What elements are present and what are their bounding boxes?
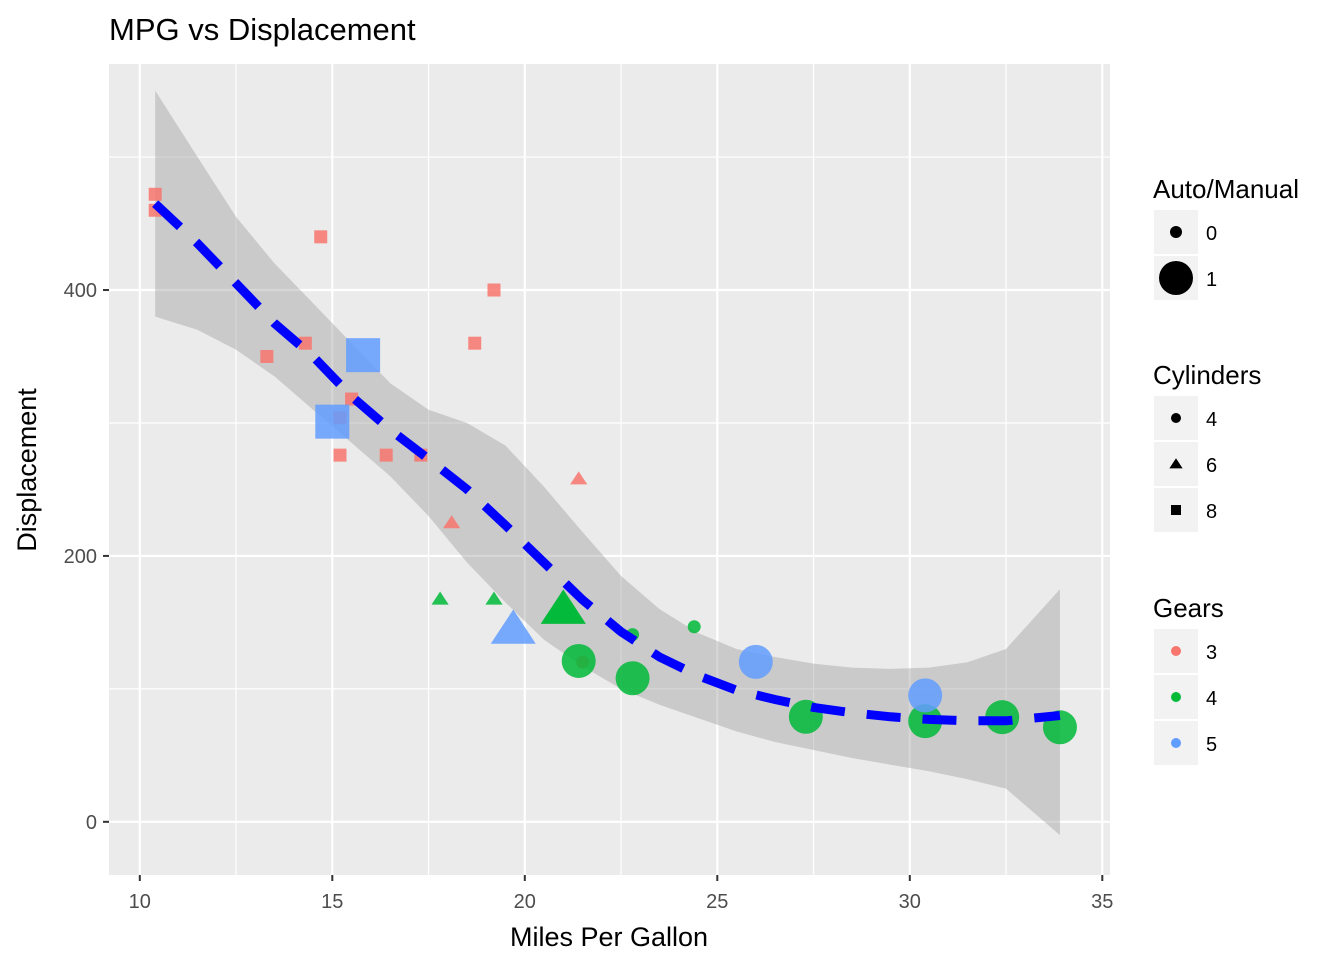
data-point (315, 404, 350, 439)
y-tick-label: 200 (64, 546, 97, 568)
data-point (570, 471, 588, 485)
data-point (738, 644, 773, 679)
data-point (314, 230, 328, 244)
data-point (443, 515, 461, 529)
legend-label: 3 (1206, 642, 1217, 664)
x-tick-label: 25 (706, 891, 728, 913)
legend-key-symbol (1170, 226, 1182, 238)
x-axis-title: Miles Per Gallon (510, 922, 708, 952)
plot-background (109, 64, 1110, 875)
legend-key-symbol (1159, 261, 1193, 295)
x-tick-label: 20 (514, 891, 536, 913)
legend-group: Gears 3 4 5 (1153, 593, 1224, 765)
y-axis-ticks: 0 200 400 (64, 280, 109, 834)
data-point (561, 643, 596, 678)
trend-line-path (152, 200, 1061, 726)
legend-label: 6 (1206, 455, 1217, 477)
legend-key-symbol (1169, 458, 1183, 469)
data-point (540, 589, 586, 624)
y-tick-label: 400 (64, 280, 97, 302)
legend-label: 4 (1206, 688, 1217, 710)
data-point (333, 448, 347, 462)
data-point (687, 620, 701, 634)
legend-panel: Auto/Manual 0 1 Cylinders 4 6 8 Gears 3 4 5 (1153, 174, 1299, 765)
data-point (148, 187, 162, 201)
plot-panel (109, 64, 1110, 875)
legend-label: 0 (1206, 223, 1217, 245)
data-point (298, 336, 312, 350)
legend-key-symbol (1171, 413, 1181, 423)
data-point (908, 678, 943, 713)
legend-group: Cylinders 4 6 8 (1153, 360, 1261, 532)
legend-key-symbol (1171, 646, 1181, 656)
confidence-band-area (155, 90, 1060, 836)
data-point (431, 591, 449, 605)
data-point (379, 448, 393, 462)
x-tick-label: 30 (899, 891, 921, 913)
legend-key-symbol (1171, 505, 1181, 515)
legend-label: 5 (1206, 734, 1217, 756)
data-points (148, 187, 1077, 745)
x-axis-ticks: 10 15 20 25 30 35 (129, 875, 1113, 913)
chart-title: MPG vs Displacement (109, 12, 416, 47)
data-point (468, 336, 482, 350)
legend-label: 8 (1206, 501, 1217, 523)
legend-title: Auto/Manual (1153, 174, 1299, 204)
data-point (487, 283, 501, 297)
y-axis-title: Displacement (12, 388, 42, 552)
legend-title: Gears (1153, 593, 1224, 623)
x-tick-label: 10 (129, 891, 151, 913)
confidence-band (155, 90, 1060, 836)
trend-line (152, 200, 1061, 726)
legend-key-symbol (1171, 738, 1181, 748)
legend-label: 4 (1206, 409, 1217, 431)
legend-title: Cylinders (1153, 360, 1261, 390)
data-point (490, 609, 536, 644)
data-point (346, 338, 381, 373)
y-tick-label: 0 (86, 812, 97, 834)
data-point (615, 661, 650, 696)
x-tick-label: 15 (321, 891, 343, 913)
x-tick-label: 35 (1091, 891, 1113, 913)
minor-gridlines (109, 64, 1110, 875)
major-gridlines (109, 64, 1110, 875)
data-point (260, 349, 274, 363)
legend-key-symbol (1171, 692, 1181, 702)
data-point (485, 591, 503, 605)
legend-group: Auto/Manual 0 1 (1153, 174, 1299, 300)
legend-label: 1 (1206, 269, 1217, 291)
